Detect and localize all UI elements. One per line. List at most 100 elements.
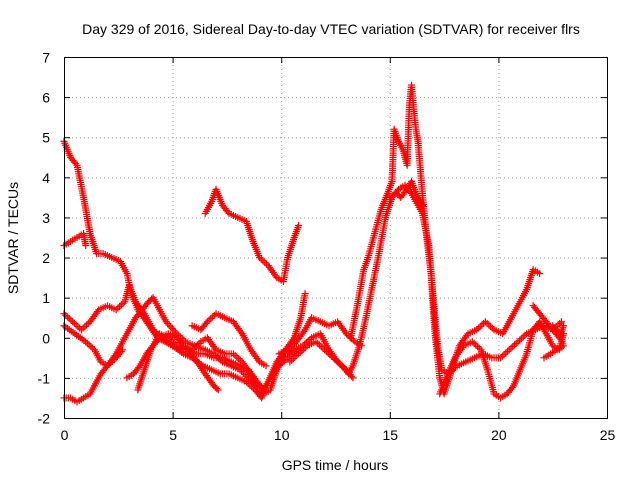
series-track-1 [60, 137, 222, 394]
data-point [114, 304, 122, 312]
data-point [516, 336, 524, 344]
data-point [474, 343, 482, 351]
data-point [82, 242, 90, 250]
data-point [504, 347, 512, 355]
data-point [79, 324, 87, 332]
data-point [72, 321, 80, 329]
data-point [259, 384, 267, 392]
data-point [476, 323, 484, 331]
data-point [487, 323, 495, 331]
x-tick-label: 20 [491, 427, 507, 443]
series-track-5 [60, 346, 127, 406]
data-point [65, 315, 73, 323]
data-point [418, 201, 426, 209]
series-track-10 [275, 314, 366, 358]
chart-title: Day 329 of 2016, Sidereal Day-to-day VTE… [82, 21, 580, 37]
data-point [498, 352, 506, 360]
data-point [170, 326, 178, 334]
data-point [485, 321, 493, 329]
data-point [87, 343, 95, 351]
x-tick-label: 5 [169, 427, 177, 443]
data-point [341, 328, 349, 336]
y-axis-label: SDTVAR / TECUs [5, 182, 21, 294]
y-tick-label: 7 [42, 50, 50, 66]
data-point [72, 160, 80, 168]
data-point [549, 322, 557, 330]
y-tick-label: 0 [42, 330, 50, 346]
data-point [557, 318, 565, 326]
data-point [207, 315, 215, 323]
data-point [508, 384, 516, 392]
series-track-8 [201, 185, 303, 286]
data-point [295, 221, 303, 229]
y-tick-label: -1 [38, 370, 51, 386]
y-tick-label: 5 [42, 130, 50, 146]
data-point [502, 349, 510, 357]
data-point [167, 323, 175, 331]
data-point [517, 335, 525, 343]
data-point [62, 311, 70, 319]
series-track-16 [540, 322, 568, 362]
data-point [254, 356, 262, 364]
series-layer [60, 81, 568, 406]
data-point [512, 339, 520, 347]
series-track-7 [134, 330, 268, 394]
series-track-9 [188, 310, 270, 370]
data-point [509, 343, 517, 351]
data-point [478, 321, 486, 329]
y-tick-label: -2 [38, 411, 51, 427]
series-track-12 [347, 81, 544, 398]
data-point [500, 351, 508, 359]
y-tick-labels: -2 -1 0 1 2 3 4 5 6 7 [38, 50, 51, 427]
data-point [483, 319, 491, 327]
series-track-14 [436, 318, 568, 402]
data-point [560, 322, 568, 330]
data-point [349, 374, 357, 382]
data-point [74, 323, 82, 331]
data-point [165, 321, 173, 329]
y-tick-label: 6 [42, 90, 50, 106]
data-point [550, 323, 558, 331]
data-point [117, 301, 125, 309]
data-point [81, 323, 89, 331]
x-tick-labels: 0 5 10 15 20 25 [61, 427, 616, 443]
data-point [514, 338, 522, 346]
y-tick-label: 1 [42, 290, 50, 306]
data-point [536, 270, 544, 278]
data-point [262, 362, 270, 370]
data-point [402, 187, 410, 195]
data-point [117, 347, 125, 355]
data-point [168, 325, 176, 333]
plot-frame [64, 57, 608, 419]
x-axis-label: GPS time / hours [282, 457, 389, 473]
series-track-2 [60, 229, 90, 250]
data-point [231, 351, 239, 359]
data-point [164, 319, 172, 327]
data-point [135, 363, 143, 371]
data-point [300, 327, 308, 335]
data-point [233, 353, 241, 361]
data-point [210, 311, 218, 319]
data-point [237, 328, 245, 336]
x-tick-label: 15 [383, 427, 399, 443]
data-point [507, 344, 515, 352]
data-point [301, 290, 309, 298]
data-point [70, 319, 78, 327]
y-tick-label: 3 [42, 210, 50, 226]
x-tick-label: 10 [274, 427, 290, 443]
data-point [83, 321, 91, 329]
data-point [119, 346, 127, 354]
data-point [505, 346, 513, 354]
data-point [102, 363, 110, 371]
data-point [272, 272, 280, 280]
data-point [69, 318, 77, 326]
data-point [260, 386, 268, 394]
data-point [519, 333, 527, 341]
data-point [162, 318, 170, 326]
data-point [85, 341, 93, 349]
data-point [213, 385, 221, 393]
data-point [77, 326, 85, 334]
x-tick-label: 25 [600, 427, 616, 443]
data-point [63, 313, 71, 321]
